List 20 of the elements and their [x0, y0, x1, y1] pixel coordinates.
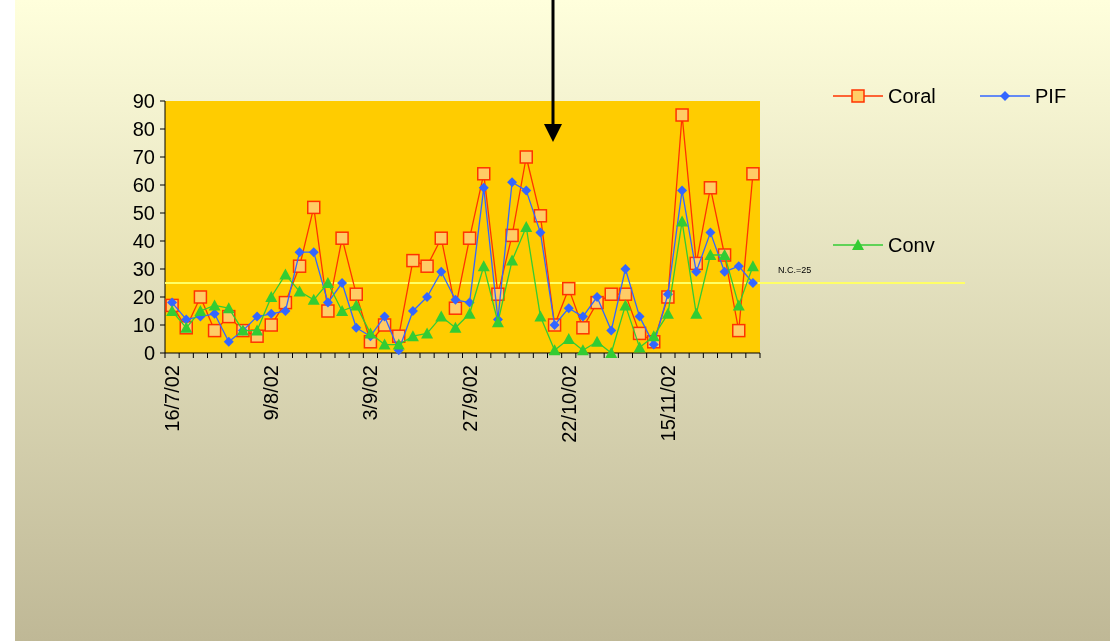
- y-tick-label: 90: [132, 90, 155, 112]
- y-tick-label: 10: [132, 314, 155, 336]
- y-tick-label: 70: [132, 146, 155, 168]
- legend-label: Conv: [888, 234, 935, 256]
- x-tick-label: 9/8/02: [260, 365, 283, 421]
- y-tick-label: 60: [132, 174, 155, 196]
- legend-label: Coral: [888, 85, 936, 107]
- y-tick-label: 40: [132, 230, 155, 252]
- x-tick-label: 16/7/02: [161, 365, 184, 432]
- y-tick-label: 50: [132, 202, 155, 224]
- y-tick-label: 0: [143, 342, 155, 364]
- x-tick-label: 15/11/02: [656, 365, 679, 442]
- ref-line-label: N.C.=25: [778, 265, 812, 275]
- legend-label: PIF: [1035, 85, 1067, 107]
- y-tick-label: 20: [132, 286, 155, 308]
- x-tick-label: 27/9/02: [458, 365, 481, 432]
- y-tick-label: 30: [132, 258, 155, 280]
- x-tick-label: 22/10/02: [557, 365, 580, 443]
- x-tick-label: 3/9/02: [359, 365, 382, 421]
- y-tick-label: 80: [132, 118, 155, 140]
